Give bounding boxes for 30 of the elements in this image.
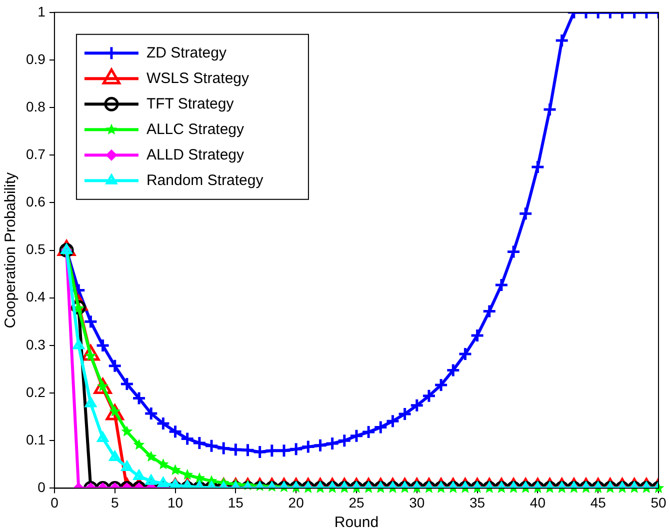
x-tick-label: 15	[228, 494, 244, 510]
y-tick-label: 0.9	[26, 50, 46, 67]
y-tick-label: 0	[38, 479, 46, 496]
x-tick-label: 40	[530, 494, 546, 510]
x-tick-label: 0	[50, 494, 59, 510]
legend-label: ALLD Strategy	[146, 146, 245, 164]
x-tick-label: 35	[470, 494, 486, 510]
y-tick-label: 0.8	[26, 98, 46, 114]
legend-label: WSLS Strategy	[146, 70, 250, 87]
y-tick-label: 0.3	[26, 336, 46, 352]
y-tick-label: 0.1	[26, 431, 46, 448]
y-tick-label: 0.6	[26, 194, 46, 210]
legend-label: ALLC Strategy	[146, 120, 245, 138]
x-tick-label: 10	[167, 494, 184, 510]
legend-label: ZD Strategy	[146, 44, 227, 62]
x-axis-title: Round	[334, 514, 379, 532]
x-tick-label: 20	[288, 494, 304, 510]
x-tick-label: 25	[348, 494, 364, 510]
y-tick-label: 0.2	[26, 384, 46, 400]
x-tick-label: 30	[409, 494, 425, 510]
legend-label: Random Strategy	[146, 172, 264, 189]
y-tick-label: 0.7	[26, 146, 46, 162]
x-tick-label: 50	[650, 494, 666, 510]
y-tick-label: 0.4	[26, 288, 46, 305]
x-tick-label: 45	[590, 494, 606, 510]
y-tick-label: 1	[38, 3, 46, 20]
legend-label: TFT Strategy	[146, 95, 234, 112]
y-axis-title: Cooperation Probability	[2, 172, 20, 328]
y-tick-label: 0.5	[26, 241, 46, 258]
x-tick-label: 5	[110, 494, 119, 510]
